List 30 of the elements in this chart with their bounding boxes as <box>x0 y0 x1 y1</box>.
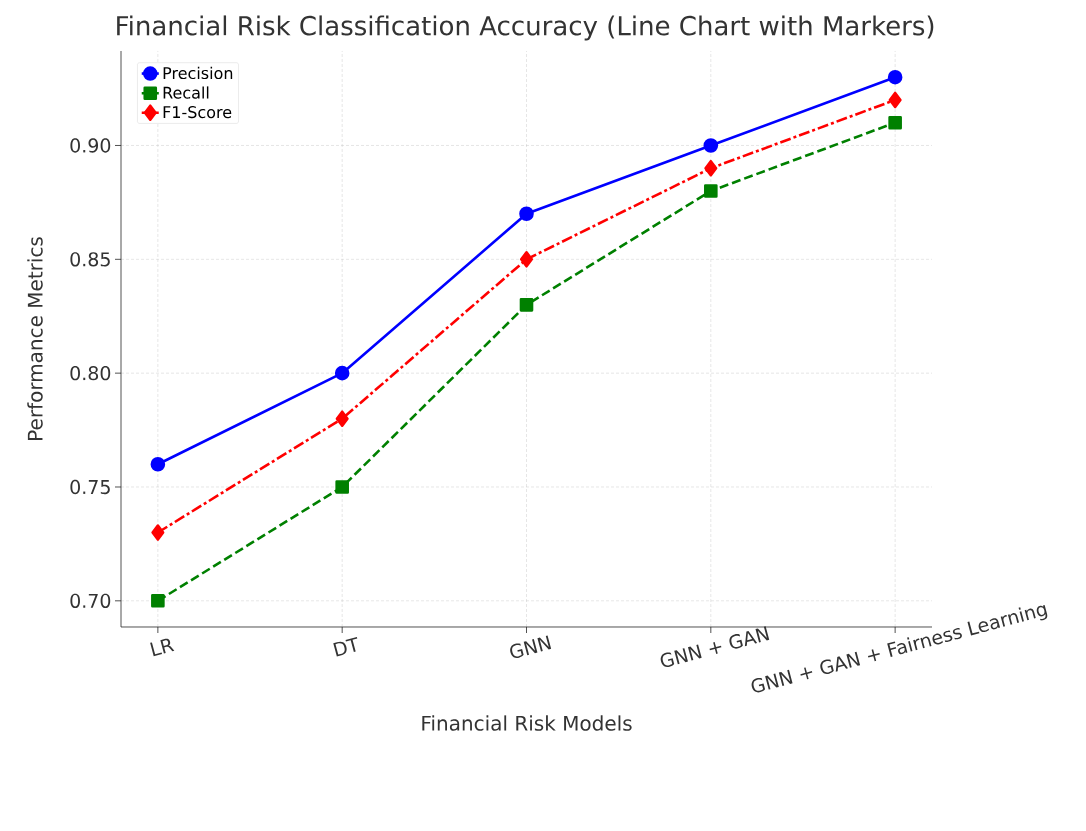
point <box>888 115 902 130</box>
legend-label: F1-Score <box>163 106 232 119</box>
chart-title: Financial Risk Classification Accuracy (Line Chart with Markers) <box>117 15 934 41</box>
point <box>150 456 166 472</box>
x-tick-label: DT <box>333 636 358 657</box>
legend-label: Precision <box>163 66 233 80</box>
point <box>335 480 349 494</box>
x-axis-title: Financial Risk Models <box>422 715 632 731</box>
y-tick-label: 0.80 <box>70 365 111 381</box>
point <box>519 206 534 222</box>
point <box>334 365 350 381</box>
point <box>888 91 902 109</box>
point <box>335 410 349 427</box>
point <box>519 298 534 312</box>
y-tick-label: 0.85 <box>70 252 110 267</box>
y-tick-label: 0.75 <box>70 479 110 495</box>
point <box>519 251 534 268</box>
point <box>703 138 719 153</box>
point <box>151 594 165 608</box>
y-tick-label: 0.70 <box>70 593 111 608</box>
x-tick-label: LR <box>150 638 175 657</box>
point <box>151 524 165 541</box>
y-tick-label: 0.90 <box>70 138 111 153</box>
x-tick-label: GNN <box>510 635 552 658</box>
point <box>704 159 718 177</box>
point <box>704 184 718 198</box>
y-axis-title: Performance Metrics <box>27 237 43 440</box>
point <box>887 69 903 85</box>
x-tick-label: GNN + GAN <box>660 626 770 668</box>
legend-label: Recall <box>163 86 209 99</box>
